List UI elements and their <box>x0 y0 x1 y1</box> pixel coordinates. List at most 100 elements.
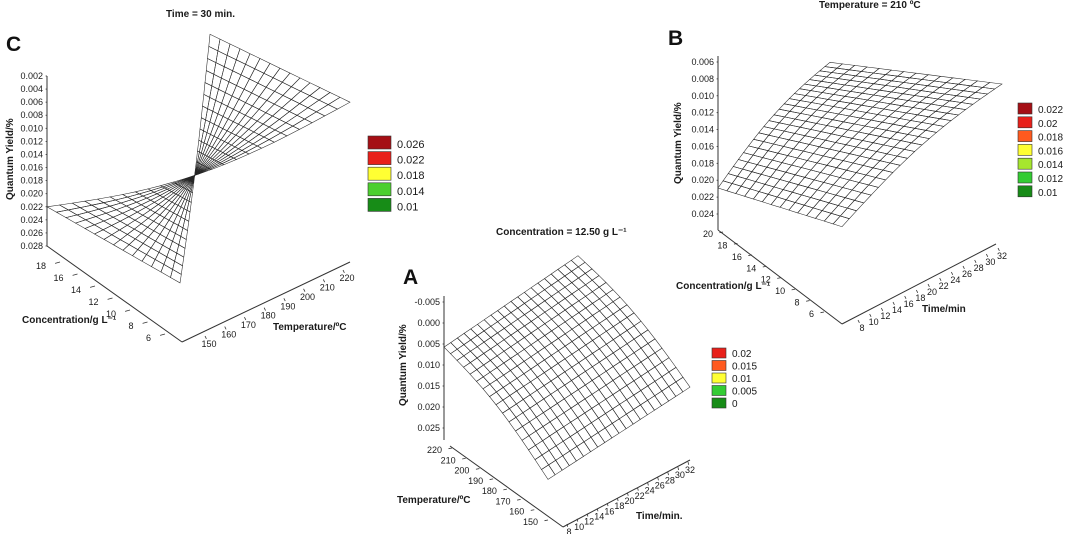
panel-c-surface-cell <box>224 81 237 97</box>
panel-a-surface-cell <box>503 323 519 336</box>
panel-a-surface-cell <box>544 354 559 369</box>
panel-c-surface-cell <box>208 148 219 159</box>
panel-a-y-tick-label: 26 <box>655 481 665 491</box>
panel-c-surface-cell <box>112 212 130 222</box>
panel-b-legend: 0.022 0.02 0.018 0.016 0.014 0.012 0.01 <box>1017 102 1063 199</box>
panel-c-y-tick-mark <box>322 279 326 283</box>
panel-b-z-axis: 0.024 0.022 0.020 0.018 0.016 0.014 0.012 0.010… <box>691 56 719 230</box>
panel-a-surface-cell <box>571 300 587 313</box>
panel-c-y-label: Temperature/ºC <box>273 322 347 333</box>
panel-b-surface-cell <box>794 100 812 109</box>
panel-c-surface-cell <box>164 183 178 190</box>
panel-b-surface-cell <box>798 135 816 145</box>
panel-b-z-tick-label: 0.010 <box>691 91 714 101</box>
panel-c-surface-cell <box>150 195 164 203</box>
panel-b-surface-cell <box>853 192 872 204</box>
panel-c-surface-cell <box>217 155 232 164</box>
panel-c-surface-cell <box>126 228 142 240</box>
panel-b-surface-cell <box>884 69 905 77</box>
panel-c-surface-cell <box>91 202 111 210</box>
panel-b-y-tick-label: 28 <box>974 263 984 273</box>
panel-a-surface-cell <box>516 399 531 414</box>
panel-c-surface-cell <box>146 247 160 260</box>
panel-a-surface-cell <box>517 314 532 327</box>
panel-b-surface-cell <box>933 76 954 83</box>
panel-b-x-tick-label: 20 <box>703 229 713 239</box>
panel-a-surface-cell <box>612 321 628 336</box>
panel-c-y-axis: 150 160 170 180 190 200 210 220 <box>181 261 355 349</box>
panel-a-surface-cell <box>544 307 559 320</box>
panel-c-surface-cell <box>159 226 171 239</box>
panel-c-surface-cell <box>173 204 182 216</box>
panel-a-surface-cell <box>509 390 524 405</box>
panel-b-surface-cell <box>872 101 891 110</box>
panel-a-surface-cell <box>557 333 573 347</box>
panel-b-surface-cell <box>758 183 775 195</box>
panel-c-z-tick-label: 0.002 <box>20 71 43 81</box>
panel-a-surface-cell <box>551 314 566 327</box>
panel-c-surface-cell <box>233 151 250 160</box>
panel-c-x-tick-label: 10 <box>106 309 116 319</box>
panel-a-legend-swatch <box>711 385 727 396</box>
panel-c-x-tick-mark <box>159 333 166 336</box>
panel-c-surface-cell <box>122 244 139 257</box>
panel-a-y-tick-mark <box>637 487 639 491</box>
panel-a-surface-cell <box>544 318 559 332</box>
panel-c-surface-cell <box>221 66 233 83</box>
panel-b-surface-cell <box>849 97 869 106</box>
panel-a-surface-cell <box>578 370 593 386</box>
panel-c-surface-cell <box>175 187 185 196</box>
panel-b-y-tick-mark <box>915 289 919 293</box>
panel-a-surface-cell <box>578 295 593 309</box>
panel-b-surface-cell <box>860 66 880 74</box>
panel-c-y-tick-mark <box>244 316 247 321</box>
panel-b-letter: B <box>668 27 683 50</box>
panel-a-surface-cell <box>585 366 600 381</box>
panel-c-z-tick-label: 0.022 <box>20 202 43 212</box>
panel-a-surface-cell <box>476 341 492 354</box>
panel-b-surface-cell <box>757 141 774 152</box>
panel-a-surface-cell <box>510 296 525 309</box>
panel-c-y-tick-mark <box>263 307 266 311</box>
panel-b-y-tick-mark <box>927 283 930 287</box>
panel-a-surface-cell <box>551 338 566 352</box>
panel-c-surface-cell <box>154 251 168 265</box>
panel-a-surface-cell <box>564 305 580 318</box>
panel-c-surface-cell <box>177 187 187 197</box>
panel-c-surface-cell <box>256 112 273 125</box>
panel-a-surface-cell <box>557 275 573 288</box>
panel-b-surface-cell <box>912 102 932 110</box>
panel-a-surface-cell <box>578 319 594 333</box>
panel-a-surface-cell <box>510 341 525 355</box>
panel-a-x-tick-mark <box>489 478 494 480</box>
panel-a-legend-label: 0.01 <box>732 374 752 385</box>
panel-a-surface-cell <box>544 330 559 344</box>
panel-a-x-tick-mark <box>462 457 466 460</box>
panel-a-surface-cell <box>557 298 573 311</box>
panel-b-y-tick-label: 16 <box>904 299 914 309</box>
panel-a-surface-cell <box>470 323 485 336</box>
panel-a-surface-cell <box>571 266 586 279</box>
panel-a-surface-cell <box>517 291 532 304</box>
panel-a-surface-cell <box>551 325 566 339</box>
panel-c-z-tick-label: 0.026 <box>20 228 43 238</box>
panel-a-surface-cell <box>529 389 545 404</box>
panel-c-surface-cell <box>103 216 121 226</box>
panel-a-surface-cell <box>557 264 573 277</box>
panel-c-surface-cell <box>67 207 89 216</box>
panel-b-surface-cell <box>861 184 879 196</box>
panel-b-x-tick-mark <box>805 300 810 302</box>
panel-a-surface-cell <box>469 357 485 370</box>
panel-a-surface-cell <box>496 350 512 364</box>
panel-a-surface-cell <box>482 371 498 385</box>
panel-a-legend-swatch <box>711 397 727 409</box>
panel-c-surface-cell <box>228 70 242 86</box>
panel-b-surface-cell <box>932 118 952 127</box>
panel-c-z-tick-label: 0.028 <box>20 241 43 251</box>
panel-b-surface-cell <box>825 72 845 79</box>
panel-a-x-tick-label: 200 <box>454 466 469 476</box>
panel-a-surface-cell <box>544 295 559 309</box>
panel-a-surface-cell <box>592 335 607 350</box>
panel-a-surface-cell <box>463 328 478 341</box>
